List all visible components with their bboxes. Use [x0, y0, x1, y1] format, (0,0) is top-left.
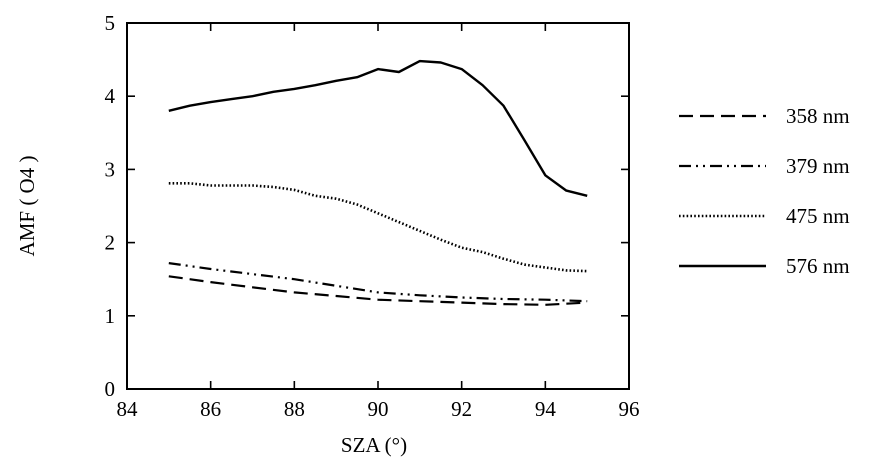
series-layer — [168, 59, 588, 306]
legend-label: 379 nm — [786, 154, 850, 178]
x-tick-label: 88 — [284, 397, 305, 421]
x-tick-label: 96 — [619, 397, 640, 421]
plot-frame — [126, 22, 630, 390]
series-line-358-nm — [168, 275, 588, 306]
x-tick-label: 94 — [535, 397, 557, 421]
x-tick-label: 90 — [368, 397, 389, 421]
legend: 358 nm 379 nm 475 nm 576 nm — [679, 104, 850, 278]
plot-area — [126, 22, 630, 390]
y-tick-label: 1 — [105, 304, 116, 328]
legend-label: 358 nm — [786, 104, 850, 128]
y-tick-label: 4 — [105, 84, 116, 108]
y-axis-label: AMF ( O4 ) — [15, 156, 39, 257]
series-line-475-nm — [168, 182, 588, 273]
legend-label: 576 nm — [786, 254, 850, 278]
x-axis-label: SZA (°) — [341, 433, 407, 457]
series-line-379-nm — [168, 262, 588, 303]
x-tick-label: 86 — [200, 397, 221, 421]
series-line-576-nm — [168, 59, 588, 197]
legend-label: 475 nm — [786, 204, 850, 228]
ticks-layer: 84 86 88 90 92 94 96 0 1 2 3 4 5 — [105, 11, 640, 421]
y-tick-label: 2 — [105, 231, 116, 255]
y-tick-label: 5 — [105, 11, 116, 35]
y-tick-label: 3 — [105, 157, 116, 181]
x-tick-label: 84 — [117, 397, 139, 421]
y-tick-label: 0 — [105, 377, 116, 401]
x-tick-label: 92 — [451, 397, 472, 421]
